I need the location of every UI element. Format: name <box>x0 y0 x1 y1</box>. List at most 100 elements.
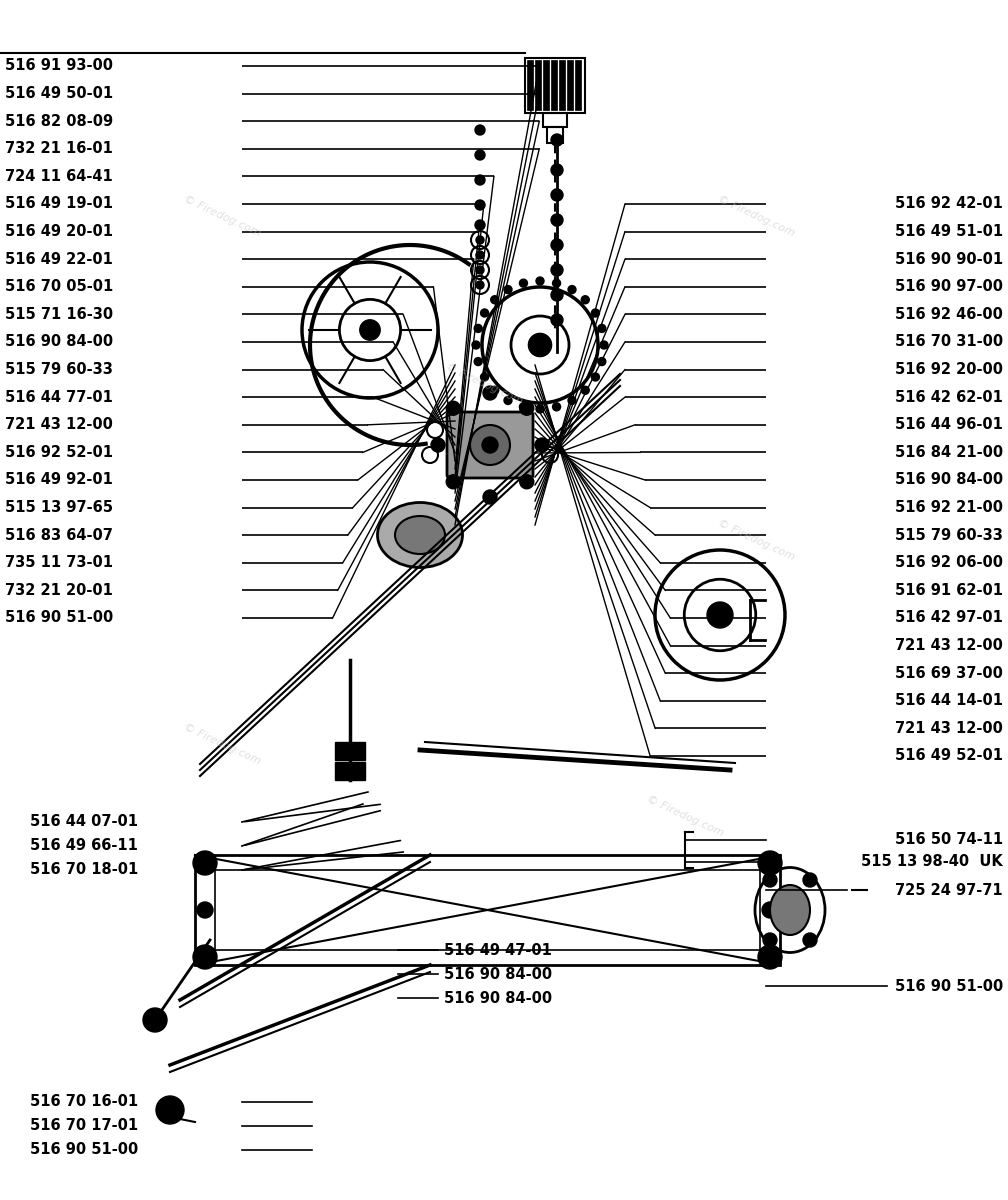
Text: 516 42 97-01: 516 42 97-01 <box>895 611 1003 625</box>
Text: 516 91 93-00: 516 91 93-00 <box>5 59 113 73</box>
Text: 516 49 19-01: 516 49 19-01 <box>5 197 113 211</box>
Ellipse shape <box>395 516 445 554</box>
Circle shape <box>447 475 461 488</box>
Circle shape <box>568 286 576 294</box>
Text: 516 44 14-01: 516 44 14-01 <box>895 694 1003 708</box>
Bar <box>551 60 557 110</box>
Circle shape <box>582 386 590 395</box>
Circle shape <box>483 386 497 400</box>
Circle shape <box>476 281 484 289</box>
Circle shape <box>491 295 499 304</box>
Bar <box>525 58 585 113</box>
Circle shape <box>803 874 817 887</box>
Text: 516 70 17-01: 516 70 17-01 <box>30 1118 138 1133</box>
Circle shape <box>476 236 484 244</box>
Circle shape <box>431 438 445 452</box>
Circle shape <box>520 401 534 415</box>
Circle shape <box>475 200 485 210</box>
Circle shape <box>504 286 512 294</box>
Circle shape <box>481 373 489 382</box>
Circle shape <box>803 934 817 947</box>
Text: 515 79 60-33: 515 79 60-33 <box>5 362 113 377</box>
Circle shape <box>758 946 782 970</box>
Text: © Firedog.com: © Firedog.com <box>716 193 796 239</box>
Text: 516 49 50-01: 516 49 50-01 <box>5 86 113 101</box>
Circle shape <box>551 289 563 301</box>
Circle shape <box>470 425 510 464</box>
Ellipse shape <box>770 886 810 935</box>
Text: 515 13 98-40  UK: 515 13 98-40 UK <box>861 854 1003 869</box>
Text: 516 90 51-00: 516 90 51-00 <box>5 611 113 625</box>
Text: 515 79 60-33: 515 79 60-33 <box>895 528 1003 542</box>
Text: 516 92 20-00: 516 92 20-00 <box>895 362 1003 377</box>
Text: 516 92 06-00: 516 92 06-00 <box>895 556 1003 570</box>
Circle shape <box>360 319 380 341</box>
Bar <box>543 113 566 127</box>
Circle shape <box>475 125 485 134</box>
Text: 516 90 97-00: 516 90 97-00 <box>895 280 1003 294</box>
Circle shape <box>504 396 512 404</box>
Text: 516 90 84-00: 516 90 84-00 <box>895 473 1003 487</box>
Circle shape <box>552 403 560 410</box>
Ellipse shape <box>378 503 463 568</box>
Circle shape <box>592 308 600 317</box>
Circle shape <box>528 334 551 356</box>
Text: 721 43 12-00: 721 43 12-00 <box>5 418 113 432</box>
Bar <box>335 762 365 780</box>
FancyBboxPatch shape <box>447 412 533 478</box>
Circle shape <box>519 280 527 287</box>
Text: 516 70 18-01: 516 70 18-01 <box>30 863 138 877</box>
Circle shape <box>707 602 733 628</box>
Text: 516 44 77-01: 516 44 77-01 <box>5 390 113 404</box>
Text: 516 90 51-00: 516 90 51-00 <box>30 1142 138 1157</box>
Bar <box>527 60 533 110</box>
Text: 516 92 42-01: 516 92 42-01 <box>895 197 1003 211</box>
Circle shape <box>551 164 563 176</box>
Circle shape <box>551 188 563 200</box>
Text: 721 43 12-00: 721 43 12-00 <box>895 721 1003 736</box>
Circle shape <box>474 358 482 366</box>
Bar <box>547 127 563 143</box>
Circle shape <box>592 373 600 382</box>
Circle shape <box>535 438 549 452</box>
Text: 516 90 84-00: 516 90 84-00 <box>5 335 113 349</box>
Bar <box>335 742 365 760</box>
Circle shape <box>197 902 213 918</box>
Circle shape <box>551 314 563 326</box>
Bar <box>535 60 541 110</box>
Text: 515 13 97-65: 515 13 97-65 <box>5 500 113 515</box>
Circle shape <box>481 308 489 317</box>
Text: 516 92 21-00: 516 92 21-00 <box>895 500 1003 515</box>
Text: 516 70 16-01: 516 70 16-01 <box>30 1094 138 1109</box>
Circle shape <box>600 341 608 349</box>
Bar <box>559 60 565 110</box>
Text: © Firedog.com: © Firedog.com <box>645 793 726 839</box>
Text: © Firedog.com: © Firedog.com <box>444 361 524 407</box>
Text: 516 44 96-01: 516 44 96-01 <box>895 418 1003 432</box>
Text: © Firedog.com: © Firedog.com <box>181 193 262 239</box>
Circle shape <box>551 134 563 146</box>
Text: 516 50 74-11: 516 50 74-11 <box>895 833 1003 847</box>
Circle shape <box>193 851 217 875</box>
Text: 516 90 84-00: 516 90 84-00 <box>444 991 551 1006</box>
Circle shape <box>475 150 485 160</box>
Text: 721 43 12-00: 721 43 12-00 <box>895 638 1003 653</box>
Text: 516 90 84-00: 516 90 84-00 <box>444 967 551 982</box>
Text: 725 24 97-71: 725 24 97-71 <box>895 883 1003 898</box>
Text: 516 49 22-01: 516 49 22-01 <box>5 252 113 266</box>
Text: 516 49 66-11: 516 49 66-11 <box>30 839 138 853</box>
Bar <box>543 60 549 110</box>
Text: 516 44 07-01: 516 44 07-01 <box>30 815 138 829</box>
Bar <box>215 870 760 950</box>
Circle shape <box>447 401 461 415</box>
Text: 516 69 37-00: 516 69 37-00 <box>895 666 1003 680</box>
Text: 516 49 52-01: 516 49 52-01 <box>895 749 1003 763</box>
Circle shape <box>483 490 497 504</box>
Circle shape <box>476 266 484 274</box>
Text: 516 83 64-07: 516 83 64-07 <box>5 528 113 542</box>
Text: 516 49 20-01: 516 49 20-01 <box>5 224 113 239</box>
Circle shape <box>193 946 217 970</box>
Circle shape <box>568 396 576 404</box>
Text: 516 82 08-09: 516 82 08-09 <box>5 114 113 128</box>
Bar <box>566 60 573 110</box>
